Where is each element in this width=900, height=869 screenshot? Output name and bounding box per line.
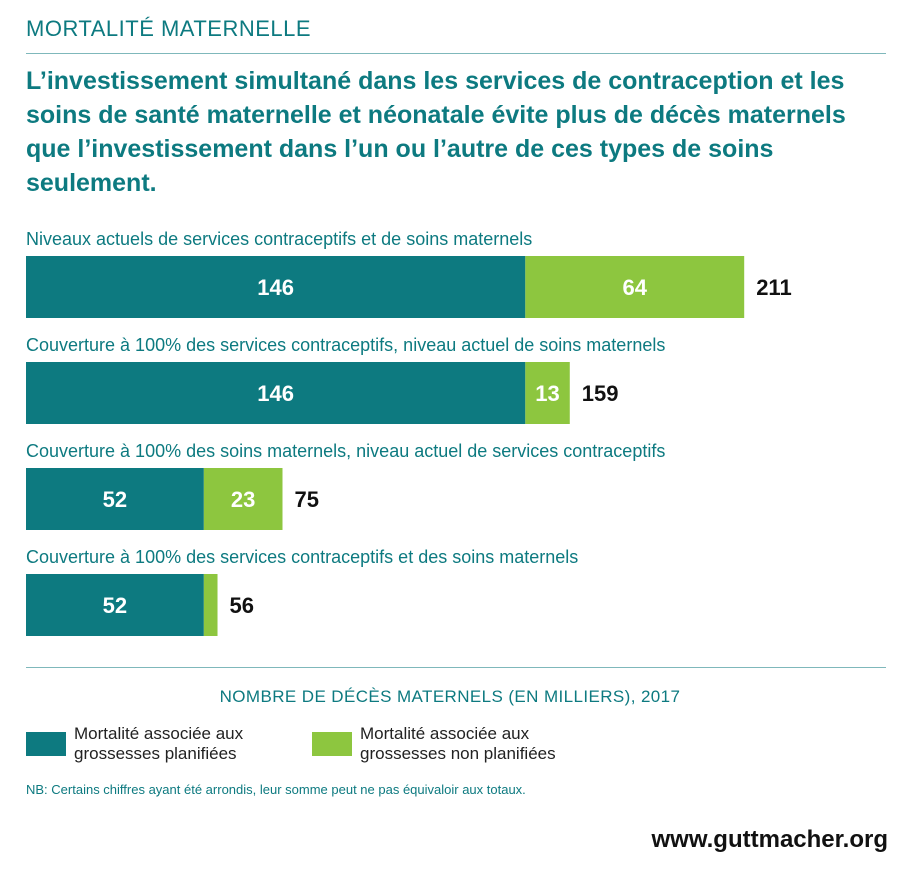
x-axis-label: NOMBRE DE DÉCÈS MATERNELS (EN MILLIERS),…	[219, 687, 681, 706]
bar-unplanned	[525, 362, 570, 424]
chart-divider	[26, 667, 886, 668]
bar-unplanned	[525, 256, 745, 318]
chart-title: L’investissement simultané dans les serv…	[26, 67, 846, 197]
data-label: 146	[257, 381, 294, 406]
footnote: NB: Certains chiffres ayant été arrondis…	[26, 782, 526, 797]
data-label: 23	[231, 487, 255, 512]
legend-label-unplanned: Mortalité associée aux grossesses non pl…	[360, 724, 556, 763]
total-label: 56	[230, 593, 254, 618]
bar-planned	[26, 574, 204, 636]
data-label: 13	[535, 381, 559, 406]
bar-planned	[26, 256, 526, 318]
website-link[interactable]: www.guttmacher.org	[651, 826, 888, 853]
bar-planned	[26, 362, 526, 424]
total-label: 159	[582, 381, 619, 406]
category-label: Niveaux actuels de services contraceptif…	[26, 229, 532, 249]
bar-unplanned	[203, 468, 283, 530]
category-label: Couverture à 100% des services contracep…	[26, 547, 578, 567]
legend-swatch-unplanned	[312, 732, 352, 756]
total-label: 211	[756, 275, 792, 300]
legend-item-unplanned: Mortalité associée aux grossesses non pl…	[312, 724, 590, 764]
data-label: 146	[257, 275, 294, 300]
legend-item-planned: Mortalité associée aux grossesses planif…	[26, 724, 304, 764]
total-label: 75	[295, 487, 319, 512]
category-label: Couverture à 100% des soins maternels, n…	[26, 441, 665, 461]
section-label: MORTALITÉ MATERNELLE	[26, 16, 312, 41]
data-label: 52	[103, 593, 127, 618]
data-label: 64	[623, 275, 648, 300]
bar-chart: Niveaux actuels de services contraceptif…	[26, 229, 792, 636]
category-label: Couverture à 100% des services contracep…	[26, 335, 665, 355]
legend-swatch-planned	[26, 732, 66, 756]
legend-label-planned: Mortalité associée aux grossesses planif…	[74, 724, 244, 763]
header-divider	[26, 53, 886, 54]
bar-planned	[26, 468, 204, 530]
bar-unplanned	[203, 574, 218, 636]
data-label: 52	[103, 487, 127, 512]
